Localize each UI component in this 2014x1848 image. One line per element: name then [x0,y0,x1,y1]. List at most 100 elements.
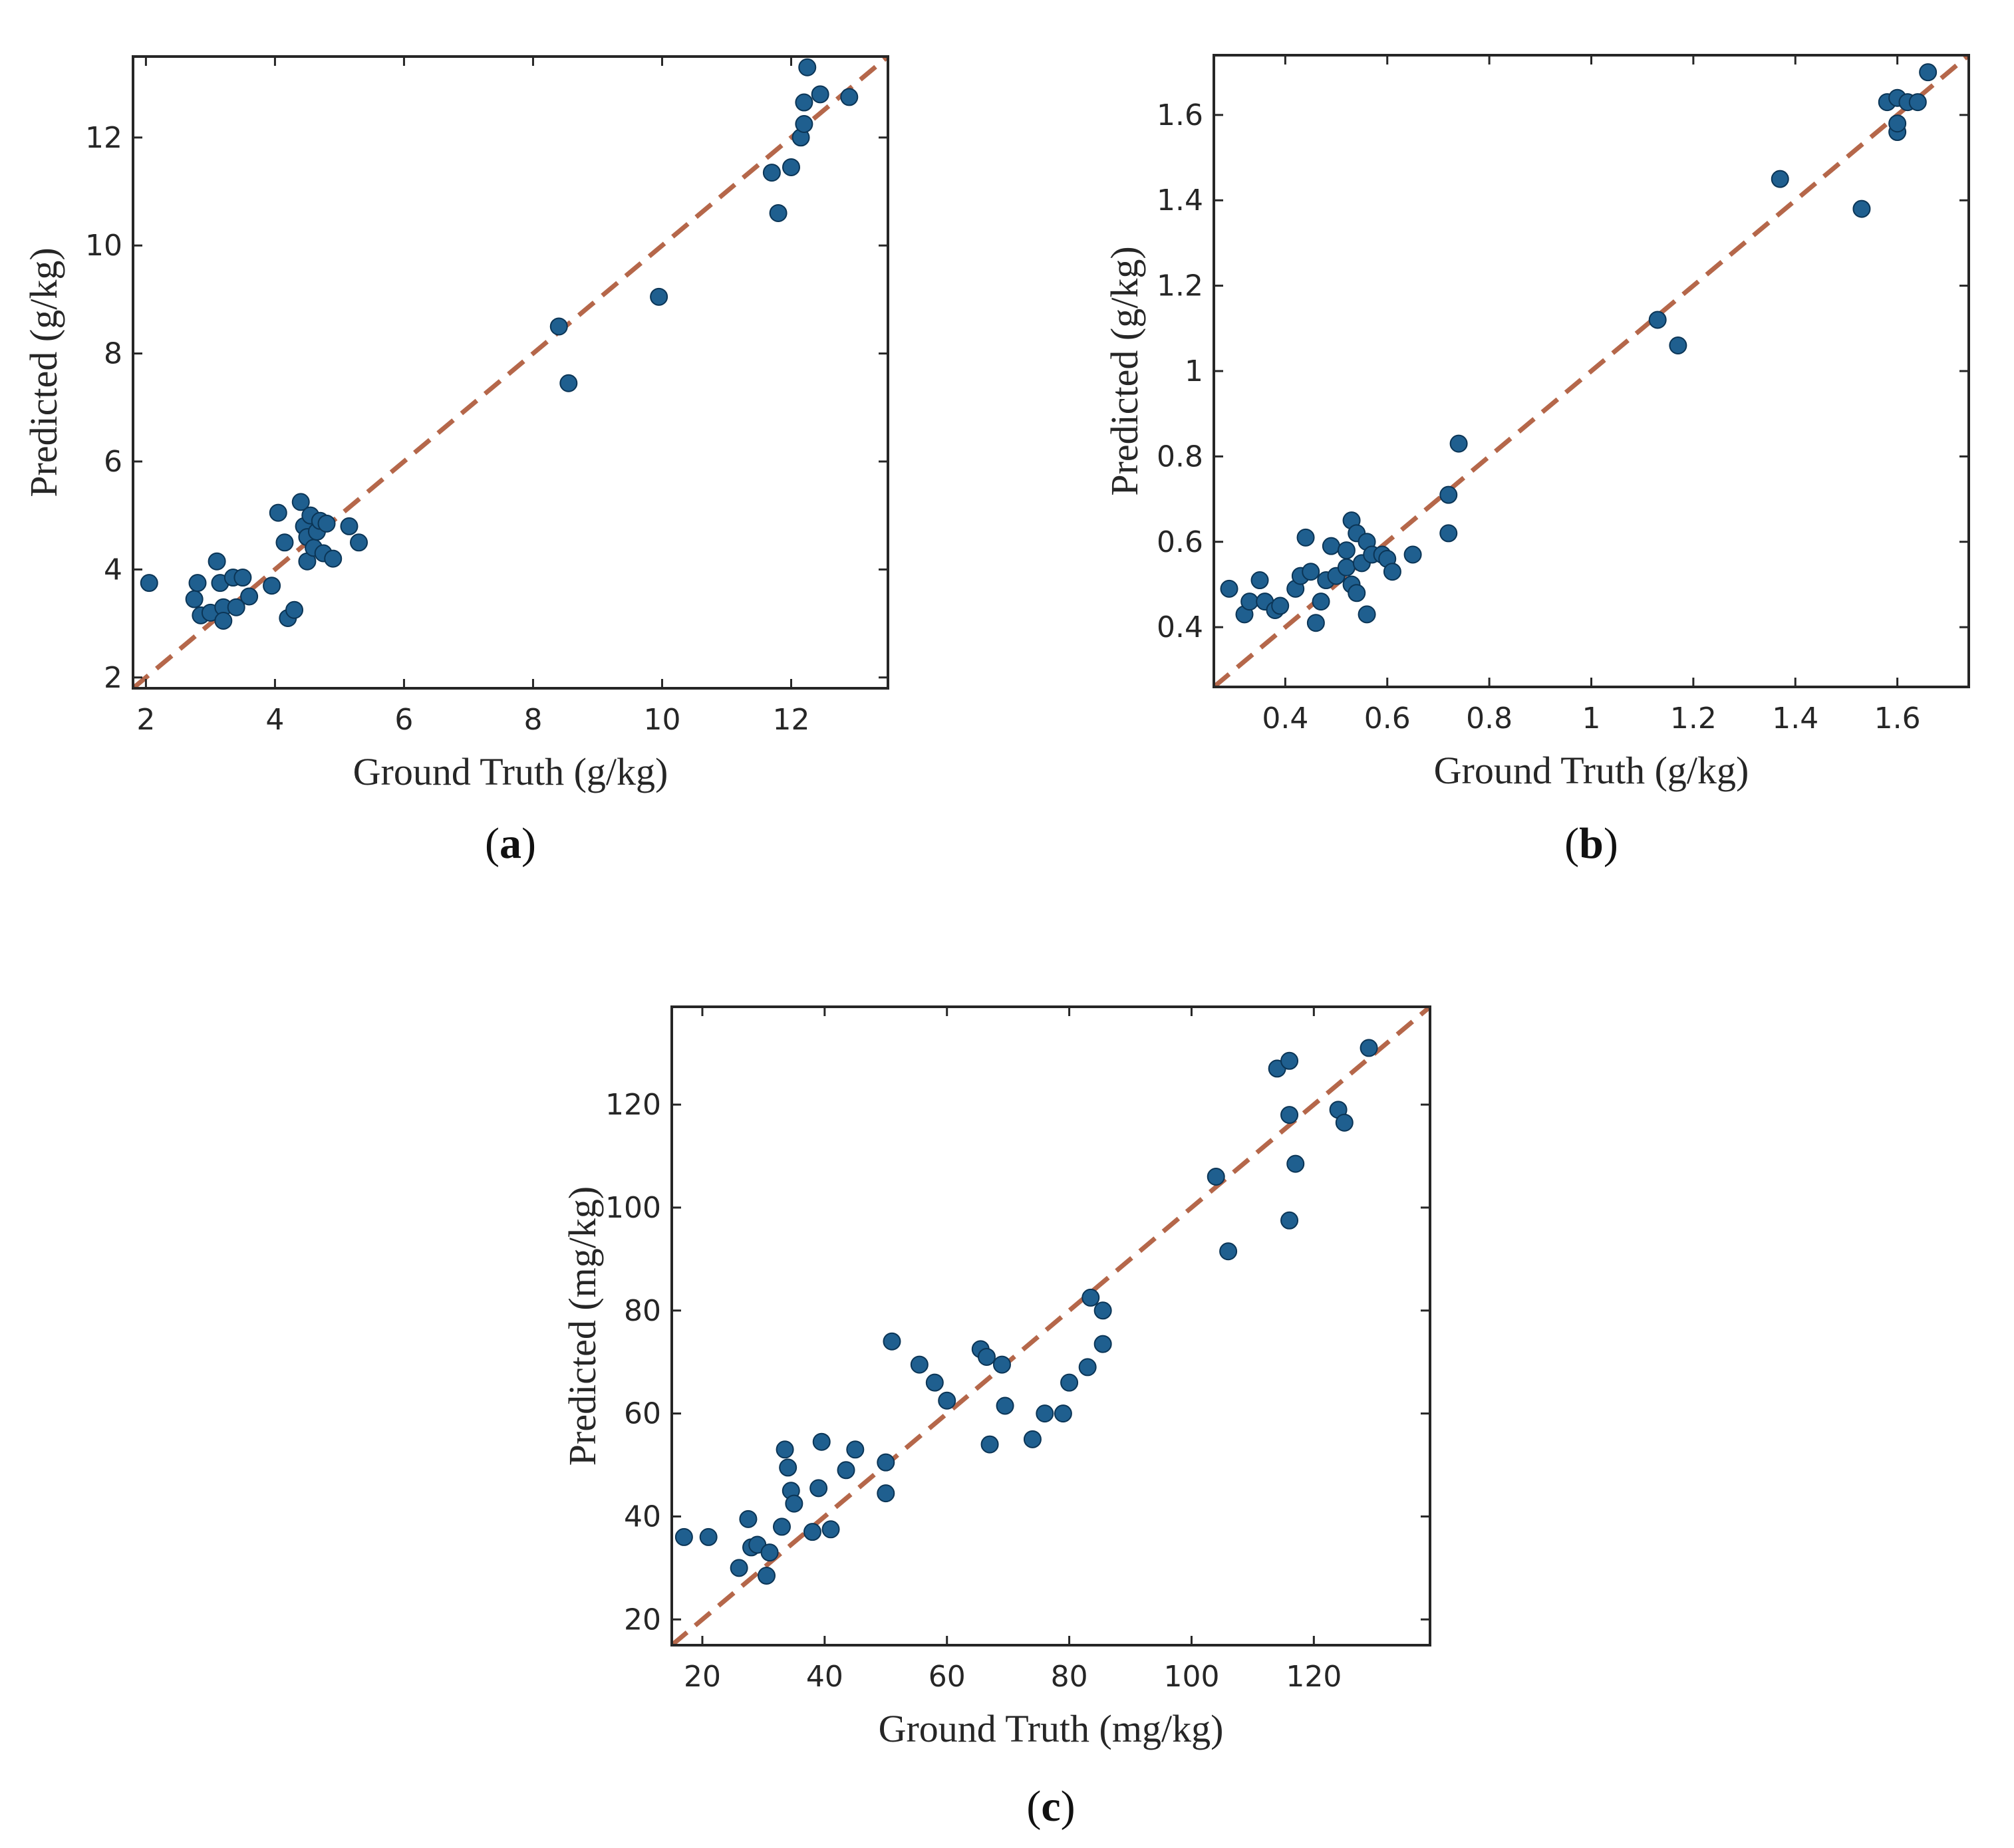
panel-label: (b) [1564,819,1618,868]
data-point [1036,1404,1054,1423]
data-point [275,533,294,552]
panel-label: (c) [1026,1782,1075,1831]
data-point [1271,596,1290,615]
data-point [782,158,800,176]
data-point [1439,485,1458,504]
panel-letter: a [500,819,521,868]
data-point [811,85,829,104]
y-tick-label: 1.6 [1157,98,1203,132]
x-tick-label: 0.4 [1262,702,1308,735]
y-tick-label: 20 [624,1603,661,1637]
data-point [1337,541,1356,560]
data-point [762,164,781,182]
data-point [650,287,668,306]
x-tick-label: 120 [1286,1660,1342,1694]
data-point [208,552,226,571]
data-point [1669,336,1687,354]
data-point [1322,537,1340,555]
x-tick-label: 0.8 [1466,702,1512,735]
data-point [795,93,813,112]
data-point [925,1373,944,1392]
data-point [185,590,204,608]
x-tick-label: 10 [643,703,680,737]
data-point [1449,434,1468,453]
x-tick-label: 1.4 [1772,702,1818,735]
data-point [758,1566,776,1585]
x-tick-label: 12 [772,703,809,737]
data-point [779,1458,797,1477]
data-point [739,1510,758,1528]
y-tick-label: 0.4 [1157,610,1203,644]
data-point [1403,545,1422,564]
y-tick-label: 60 [624,1397,661,1431]
data-point [1383,563,1401,581]
x-tick-label: 8 [523,703,542,737]
data-point [1054,1404,1072,1423]
data-point [812,1432,831,1451]
data-point [324,549,343,568]
data-point [1286,1154,1305,1173]
data-point [1348,584,1366,602]
data-point [1648,311,1667,329]
data-point [1250,571,1269,590]
y-tick-label: 100 [605,1191,661,1225]
data-point [730,1559,748,1577]
data-point [840,88,859,106]
data-point [795,114,813,133]
data-point [1280,1051,1299,1070]
data-point [1312,593,1330,611]
data-point [1771,170,1789,188]
y-tick-label: 12 [85,121,122,155]
x-tick-label: 1 [1582,702,1601,735]
x-tick-label: 80 [1051,1660,1088,1694]
x-axis-title: Ground Truth (g/kg) [1434,749,1749,792]
x-axis-title: Ground Truth (mg/kg) [879,1707,1224,1750]
data-point [1306,614,1325,632]
data-point [798,58,817,76]
y-tick-label: 8 [104,337,122,371]
data-point [340,517,359,535]
data-point [674,1527,693,1546]
data-point [233,569,252,587]
y-axis-title: Predicted (mg/kg) [561,1186,604,1466]
data-point [549,317,568,336]
data-point [1280,1106,1299,1124]
data-point [140,574,158,593]
data-point [1919,63,1938,82]
y-tick-label: 80 [624,1294,661,1328]
data-point [1207,1167,1225,1186]
data-point [1280,1211,1299,1230]
data-point [1302,563,1320,581]
y-tick-label: 2 [104,661,122,695]
data-point [803,1523,821,1541]
data-point [1335,1113,1354,1132]
data-point [769,203,788,222]
panel-c: 20 40 60 80 100 120 20 40 60 80 100 120 Ground Truth… [561,1005,1431,1831]
x-tick-label: 4 [265,703,284,737]
data-point [996,1396,1014,1415]
data-point [772,1518,791,1536]
plot-frame [132,55,889,690]
x-tick-label: 1.6 [1874,702,1921,735]
x-tick-label: 20 [684,1660,721,1694]
data-point [837,1461,855,1480]
data-point [992,1355,1011,1374]
data-point [263,577,281,595]
data-point [350,533,368,552]
data-point [699,1527,718,1546]
data-point [1908,93,1927,112]
data-point [809,1479,828,1498]
data-point [317,514,336,533]
data-point [1360,1039,1378,1057]
y-tick-label: 4 [104,553,122,587]
data-point [1093,1301,1112,1320]
data-point [1358,605,1376,624]
y-tick-label: 0.6 [1157,525,1203,559]
x-tick-label: 40 [806,1660,843,1694]
data-point [1337,558,1356,577]
data-point [291,493,310,511]
data-point [285,600,304,619]
data-point [776,1440,794,1459]
